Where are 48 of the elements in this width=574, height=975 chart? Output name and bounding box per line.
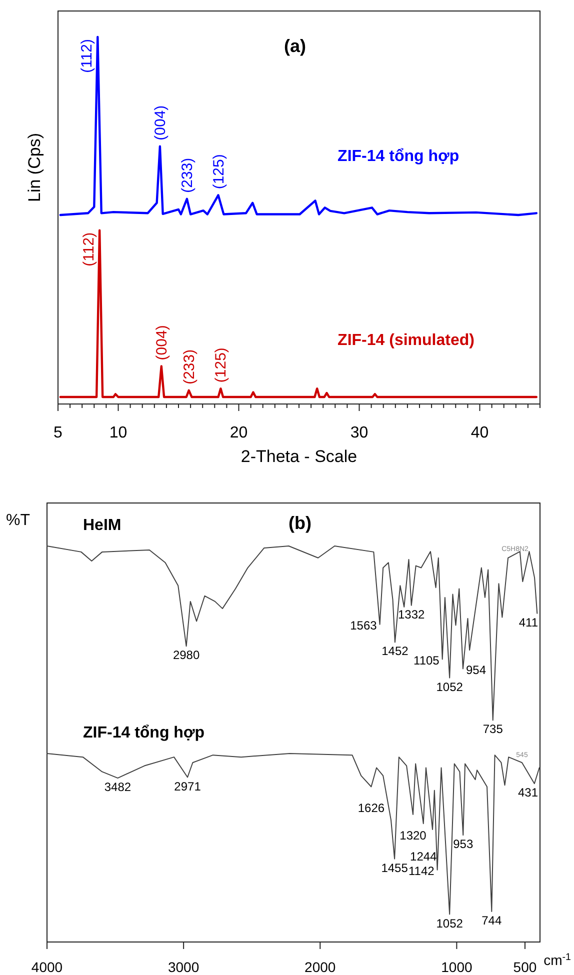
x-tick-label: 1000 bbox=[441, 958, 472, 975]
annotation: 735 bbox=[482, 722, 504, 736]
annotation: (112) bbox=[80, 232, 98, 266]
annotation: 2980 bbox=[172, 648, 200, 662]
annotation: (233) bbox=[178, 158, 196, 193]
x-tick-label: 500 bbox=[513, 958, 537, 975]
x-tick-label: 10 bbox=[109, 424, 128, 442]
text: ZIF-14 (simulated) bbox=[338, 332, 474, 350]
annotation: (a) bbox=[284, 36, 306, 56]
x-tick-label: 40 bbox=[470, 424, 489, 442]
annotation: (112) bbox=[78, 39, 96, 73]
y-axis-title: %T bbox=[6, 512, 30, 529]
annotation: 1052 bbox=[436, 680, 464, 694]
text: (b) bbox=[288, 513, 312, 533]
annotation: 1563 bbox=[350, 618, 378, 632]
annotation: (004) bbox=[152, 105, 169, 140]
annotation: 953 bbox=[453, 837, 474, 852]
annotation: 1626 bbox=[358, 800, 385, 815]
annotation: (125) bbox=[210, 154, 228, 190]
series-label: HeIM bbox=[83, 517, 122, 534]
x-axis-title: cm$^{-1}$ bbox=[544, 952, 571, 968]
annotation: 2971 bbox=[174, 779, 202, 794]
annotation: (125) bbox=[212, 348, 230, 383]
annotation: 411 bbox=[518, 615, 538, 630]
x-tick-label: 30 bbox=[350, 424, 368, 442]
annotation: 1452 bbox=[382, 644, 409, 658]
x-tick-label: 2000 bbox=[304, 958, 336, 975]
annotation: 1052 bbox=[436, 916, 464, 930]
annotation: (004) bbox=[153, 325, 170, 360]
annotation: 1332 bbox=[398, 607, 426, 622]
annotation: (233) bbox=[180, 349, 198, 384]
annotation: 1455 bbox=[381, 860, 408, 875]
x-axis-title: 2-Theta - Scale bbox=[240, 447, 358, 466]
annotation: 1105 bbox=[414, 653, 440, 668]
y-axis-title: Lin (Cps) bbox=[25, 133, 44, 202]
x-tick-label: 5 bbox=[54, 424, 63, 442]
text: ZIF-14 tổng hợp bbox=[338, 148, 460, 166]
annotation: 3482 bbox=[104, 780, 132, 794]
series-label: ZIF-14 tổng hợp bbox=[83, 724, 205, 742]
annotation: 744 bbox=[482, 914, 502, 928]
annotation: 954 bbox=[466, 662, 486, 677]
annotation: 1244 bbox=[410, 850, 438, 864]
x-tick-label: 3000 bbox=[168, 958, 200, 975]
annotation: 1320 bbox=[400, 828, 427, 842]
x-tick-label: 20 bbox=[230, 424, 248, 442]
annotation: 1142 bbox=[408, 864, 435, 878]
annotation: 431 bbox=[518, 786, 538, 800]
x-tick-label: 4000 bbox=[31, 958, 63, 975]
